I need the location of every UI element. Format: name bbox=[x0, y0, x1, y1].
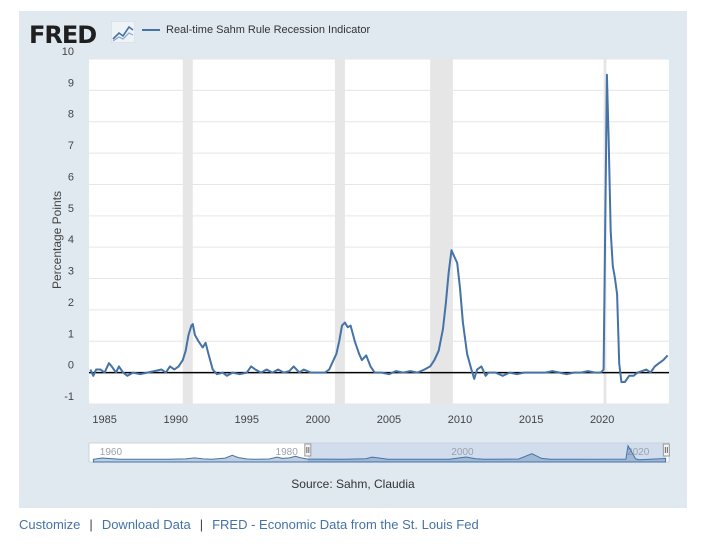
navigator-tick-label: 1980 bbox=[276, 447, 299, 458]
plot-area bbox=[89, 59, 669, 404]
x-tick-label: 2010 bbox=[448, 414, 472, 426]
recession-band bbox=[430, 59, 453, 404]
fred-home-link[interactable]: FRED - Economic Data from the St. Louis … bbox=[212, 517, 479, 532]
x-tick-label: 1990 bbox=[163, 414, 187, 426]
footer-separator: | bbox=[199, 517, 204, 532]
navigator-selection bbox=[307, 443, 667, 462]
chart-legend: Real-time Sahm Rule Recession Indicator bbox=[142, 24, 370, 36]
navigator-handle[interactable] bbox=[662, 443, 670, 457]
legend-series-label: Real-time Sahm Rule Recession Indicator bbox=[166, 24, 371, 36]
legend-series-swatch bbox=[142, 29, 160, 32]
footer-separator: | bbox=[89, 517, 93, 532]
y-tick-label: 10 bbox=[62, 46, 74, 58]
customize-link[interactable]: Customize bbox=[19, 517, 81, 532]
y-tick-label: 5 bbox=[68, 203, 74, 215]
y-tick-label: 1 bbox=[68, 328, 74, 340]
download-data-link[interactable]: Download Data bbox=[101, 517, 191, 532]
navigator-tick-label: 2000 bbox=[451, 447, 474, 458]
chart-frame: FRED Real-time Sahm Rule Recession Indic… bbox=[19, 11, 687, 508]
y-tick-label: 2 bbox=[68, 297, 74, 309]
y-tick-label: 8 bbox=[68, 109, 74, 121]
series-line bbox=[89, 73, 669, 383]
recession-band bbox=[182, 59, 193, 404]
y-tick-label: 7 bbox=[68, 140, 74, 152]
fred-logo-graph-icon bbox=[111, 21, 135, 43]
source-note: Source: Sahm, Claudia bbox=[291, 477, 415, 491]
footer-links: Customize | Download Data | FRED - Economic … bbox=[19, 517, 479, 532]
navigator-tick-label: 1960 bbox=[100, 447, 123, 458]
y-tick-label: 9 bbox=[68, 77, 74, 89]
y-tick-label: 4 bbox=[68, 234, 74, 246]
navigator-series bbox=[92, 444, 666, 463]
x-tick-label: 1985 bbox=[92, 414, 116, 426]
recession-band bbox=[334, 59, 345, 404]
y-tick-label: 0 bbox=[68, 360, 74, 372]
fred-logo[interactable]: FRED bbox=[29, 21, 97, 49]
y-tick-label: 3 bbox=[68, 266, 74, 278]
y-tick-label: -1 bbox=[64, 391, 74, 403]
y-tick-label: 6 bbox=[68, 171, 74, 183]
navigator-tick-label: 2020 bbox=[627, 447, 650, 458]
x-tick-label: 2015 bbox=[519, 414, 543, 426]
x-tick-label: 2000 bbox=[306, 414, 330, 426]
x-tick-label: 2005 bbox=[377, 414, 401, 426]
chart-svg: -1 0 1 2 3 4 5 6 7 8 9 10 1985 1990 1995 2000 2005 2010 20… bbox=[62, 46, 670, 463]
navigator-handle[interactable] bbox=[304, 443, 312, 457]
x-tick-label: 2020 bbox=[590, 414, 614, 426]
x-tick-label: 1995 bbox=[235, 414, 259, 426]
